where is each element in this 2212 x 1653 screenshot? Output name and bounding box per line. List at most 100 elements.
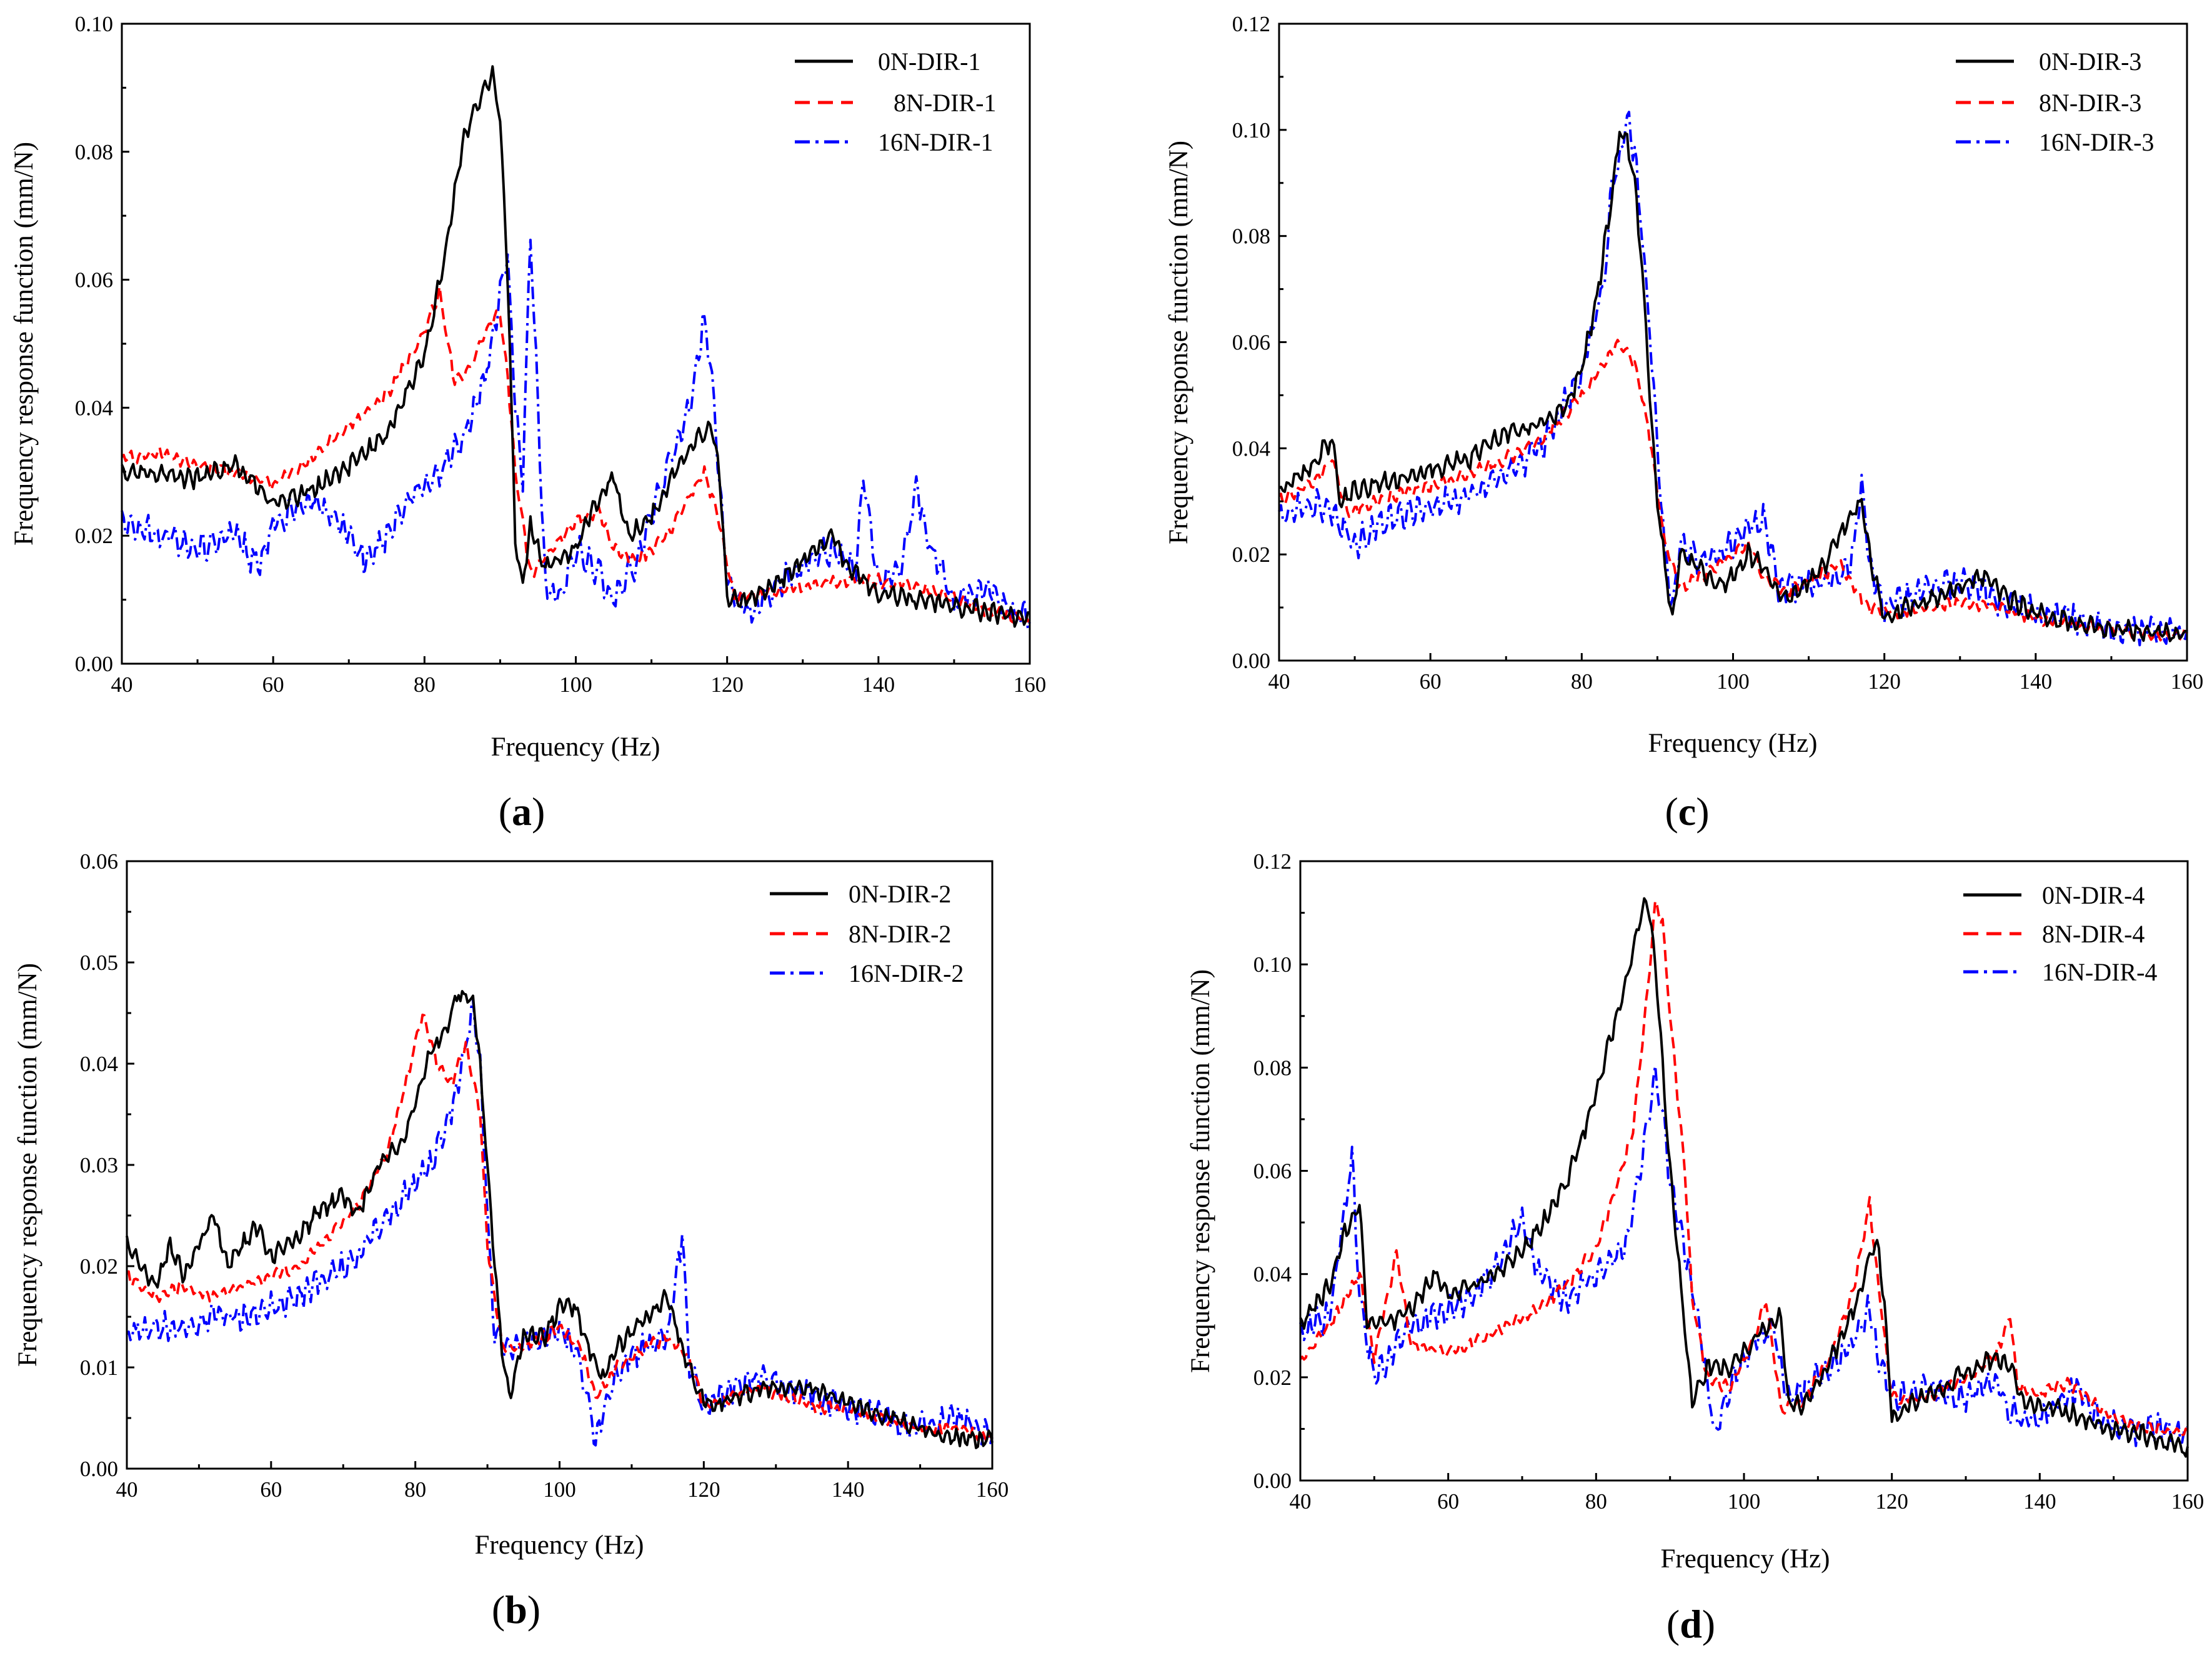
y-tick-label: 0.02 xyxy=(1253,1366,1292,1390)
x-tick-label: 40 xyxy=(111,672,133,697)
panel-a-letter: a xyxy=(512,789,532,834)
x-tick-label: 40 xyxy=(1290,1489,1312,1514)
panel-d-x-axis-label: Frequency (Hz) xyxy=(1660,1544,1830,1574)
series-line-16n-dir-3 xyxy=(1278,111,2188,647)
x-tick-label: 40 xyxy=(116,1477,138,1502)
legend-label-8n-dir-4: 8N-DIR-4 xyxy=(2042,920,2145,948)
y-tick-label: 0.02 xyxy=(1232,542,1270,567)
panel-a-ticks: 40 60 80 100 120 140 160 0.00 0.02 0.04 0.06 0.08 0.… xyxy=(75,12,1047,697)
y-tick-label: 0.06 xyxy=(75,268,113,292)
series-line-0n-dir-4 xyxy=(1299,897,2189,1458)
y-tick-label: 0.05 xyxy=(80,951,118,975)
y-tick-label: 0.08 xyxy=(1232,224,1270,249)
x-tick-label: 160 xyxy=(2171,669,2204,694)
series-line-8n-dir-2 xyxy=(126,1013,994,1444)
panel-c-caption: (c) xyxy=(1665,789,1709,834)
series-line-0n-dir-3 xyxy=(1278,131,2188,642)
panel-c-ticks: 40 60 80 100 120 140 160 0.00 0.02 0.04 0.06 0.08 0.… xyxy=(1232,12,2204,694)
y-tick-label: 0.08 xyxy=(75,140,113,164)
panel-b-legend: 0N-DIR-2 8N-DIR-2 16N-DIR-2 xyxy=(770,880,964,987)
x-tick-label: 120 xyxy=(1875,1489,1908,1514)
panel-a-series xyxy=(121,65,1031,630)
x-tick-label: 100 xyxy=(559,672,592,697)
panel-b-series xyxy=(126,990,994,1449)
y-tick-label: 0.00 xyxy=(75,652,113,676)
legend-label-0n-dir-1: 0N-DIR-1 xyxy=(878,47,980,76)
x-tick-label: 100 xyxy=(1716,669,1750,694)
y-tick-label: 0.02 xyxy=(75,524,113,548)
x-tick-label: 100 xyxy=(1728,1489,1761,1514)
series-line-0n-dir-2 xyxy=(126,990,994,1449)
x-tick-label: 120 xyxy=(1868,669,1901,694)
panel-b-plot-frame xyxy=(126,860,994,1470)
legend-label-0n-dir-3: 0N-DIR-3 xyxy=(2039,47,2141,76)
series-line-0n-dir-1 xyxy=(121,65,1030,628)
y-tick-label: 0.06 xyxy=(1253,1159,1292,1184)
x-tick-label: 140 xyxy=(2023,1489,2056,1514)
panel-b-x-axis-label: Frequency (Hz) xyxy=(474,1531,644,1560)
x-tick-label: 120 xyxy=(687,1477,720,1502)
y-tick-label: 0.10 xyxy=(75,12,113,36)
panel-d-plot-frame xyxy=(1299,860,2189,1482)
panel-d-caption: (d) xyxy=(1666,1602,1715,1646)
legend-label-8n-dir-1: 8N-DIR-1 xyxy=(894,89,996,117)
panel-c-legend: 0N-DIR-3 8N-DIR-3 16N-DIR-3 xyxy=(1956,47,2154,156)
panel-b-ticks: 40 60 80 100 120 140 160 0.00 0.01 0.02 0.03 0.04 0.… xyxy=(80,849,1009,1502)
y-tick-label: 0.12 xyxy=(1253,849,1292,874)
x-tick-label: 100 xyxy=(543,1477,576,1502)
legend-label-8n-dir-3: 8N-DIR-3 xyxy=(2039,89,2141,117)
y-tick-label: 0.00 xyxy=(1253,1469,1292,1493)
series-line-8n-dir-4 xyxy=(1299,899,2189,1438)
panel-a-chart: 40 60 80 100 120 140 160 0.00 0.02 0.04 0.06 0.08 0.… xyxy=(9,12,1046,834)
legend-label-16n-dir-4: 16N-DIR-4 xyxy=(2042,958,2157,986)
y-tick-label: 0.01 xyxy=(80,1356,118,1380)
x-tick-label: 120 xyxy=(710,672,744,697)
series-line-8n-dir-1 xyxy=(121,285,1030,624)
panel-b-chart: 40 60 80 100 120 140 160 0.00 0.01 0.02 0.03 0.04 0.… xyxy=(13,849,1009,1632)
y-tick-label: 0.12 xyxy=(1232,12,1270,36)
y-tick-label: 0.00 xyxy=(80,1457,118,1481)
x-tick-label: 40 xyxy=(1268,669,1290,694)
y-tick-label: 0.04 xyxy=(1232,436,1270,461)
series-line-8n-dir-3 xyxy=(1278,339,2188,642)
y-tick-label: 0.02 xyxy=(80,1254,118,1279)
series-line-16n-dir-1 xyxy=(121,238,1031,630)
y-tick-label: 0.04 xyxy=(1253,1262,1292,1287)
panel-d-ticks: 40 60 80 100 120 140 160 0.00 0.02 0.04 0.06 0.08 0.… xyxy=(1253,849,2205,1514)
x-tick-label: 80 xyxy=(404,1477,426,1502)
x-tick-label: 60 xyxy=(260,1477,282,1502)
panel-c-x-axis-label: Frequency (Hz) xyxy=(1648,729,1817,758)
y-tick-label: 0.06 xyxy=(80,849,118,874)
y-tick-label: 0.04 xyxy=(75,396,113,420)
x-tick-label: 140 xyxy=(862,672,895,697)
panel-a-legend: 0N-DIR-1 8N-DIR-1 16N-DIR-1 xyxy=(795,47,996,156)
series-line-16n-dir-4 xyxy=(1299,1064,2189,1447)
panel-b-letter: b xyxy=(505,1587,527,1632)
panel-a-plot-frame xyxy=(121,22,1031,665)
y-tick-label: 0.08 xyxy=(1253,1056,1292,1080)
panel-c-letter: c xyxy=(1678,789,1696,834)
x-tick-label: 80 xyxy=(414,672,436,697)
panel-b-y-axis-label: Frequency response function (mm/N) xyxy=(13,963,42,1367)
y-tick-label: 0.10 xyxy=(1232,118,1270,142)
x-tick-label: 140 xyxy=(2020,669,2053,694)
panel-a-caption: (a) xyxy=(499,789,546,834)
x-tick-label: 60 xyxy=(262,672,284,697)
x-tick-label: 60 xyxy=(1437,1489,1459,1514)
legend-label-8n-dir-2: 8N-DIR-2 xyxy=(849,920,951,948)
panel-d-legend: 0N-DIR-4 8N-DIR-4 16N-DIR-4 xyxy=(1963,881,2157,986)
x-tick-label: 160 xyxy=(1014,672,1047,697)
panel-d-series xyxy=(1299,897,2189,1458)
y-tick-label: 0.03 xyxy=(80,1153,118,1177)
panel-d-letter: d xyxy=(1680,1602,1702,1646)
x-tick-label: 60 xyxy=(1420,669,1442,694)
panel-c-y-axis-label: Frequency response function (mm/N) xyxy=(1164,141,1193,544)
y-tick-label: 0.04 xyxy=(80,1052,118,1076)
panel-d-y-axis-label: Frequency response function (mm/N) xyxy=(1186,969,1215,1373)
legend-label-0n-dir-4: 0N-DIR-4 xyxy=(2042,881,2145,909)
x-tick-label: 80 xyxy=(1585,1489,1607,1514)
panel-a-y-axis-label: Frequency response function (mm/N) xyxy=(9,142,39,546)
panel-c-plot-frame xyxy=(1278,22,2188,662)
legend-label-16n-dir-2: 16N-DIR-2 xyxy=(849,959,964,987)
